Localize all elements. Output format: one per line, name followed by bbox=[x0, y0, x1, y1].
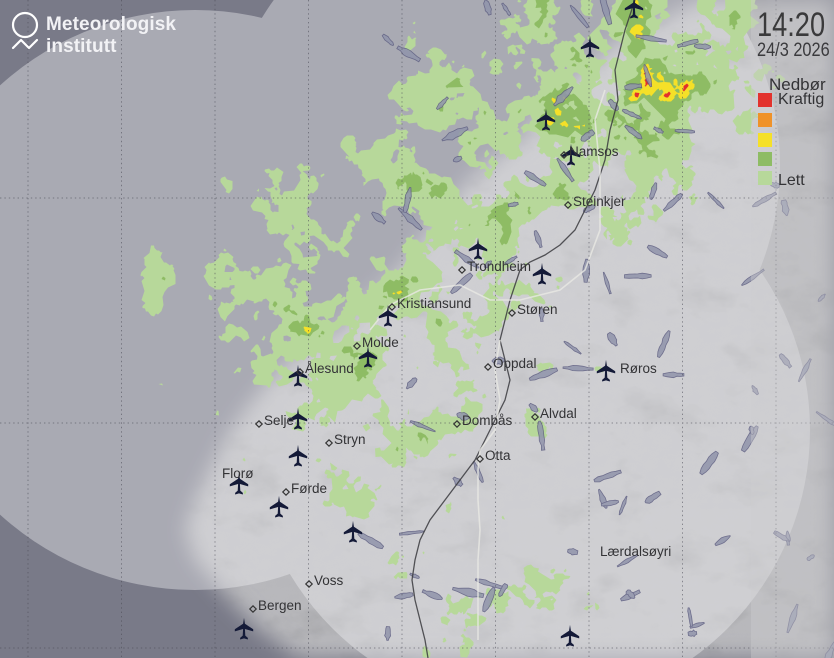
svg-text:Florø: Florø bbox=[222, 466, 254, 481]
svg-text:Trondheim: Trondheim bbox=[467, 259, 531, 274]
svg-text:Voss: Voss bbox=[314, 573, 344, 588]
svg-text:Alvdal: Alvdal bbox=[540, 406, 577, 421]
svg-text:Dombås: Dombås bbox=[462, 413, 513, 428]
svg-text:Lærdalsøyri: Lærdalsøyri bbox=[600, 544, 671, 559]
svg-text:Namsos: Namsos bbox=[569, 144, 619, 159]
svg-text:Stryn: Stryn bbox=[334, 432, 366, 447]
svg-text:Røros: Røros bbox=[620, 361, 657, 376]
svg-text:Oppdal: Oppdal bbox=[493, 356, 537, 371]
svg-text:Ålesund: Ålesund bbox=[305, 361, 354, 376]
svg-text:Støren: Støren bbox=[517, 302, 558, 317]
svg-text:Førde: Førde bbox=[291, 481, 327, 496]
svg-text:Selje: Selje bbox=[264, 413, 294, 428]
svg-text:Otta: Otta bbox=[485, 448, 511, 463]
svg-text:Molde: Molde bbox=[362, 335, 399, 350]
svg-text:Kristiansund: Kristiansund bbox=[397, 296, 471, 311]
svg-text:Bergen: Bergen bbox=[258, 598, 302, 613]
svg-text:Steinkjer: Steinkjer bbox=[573, 194, 626, 209]
